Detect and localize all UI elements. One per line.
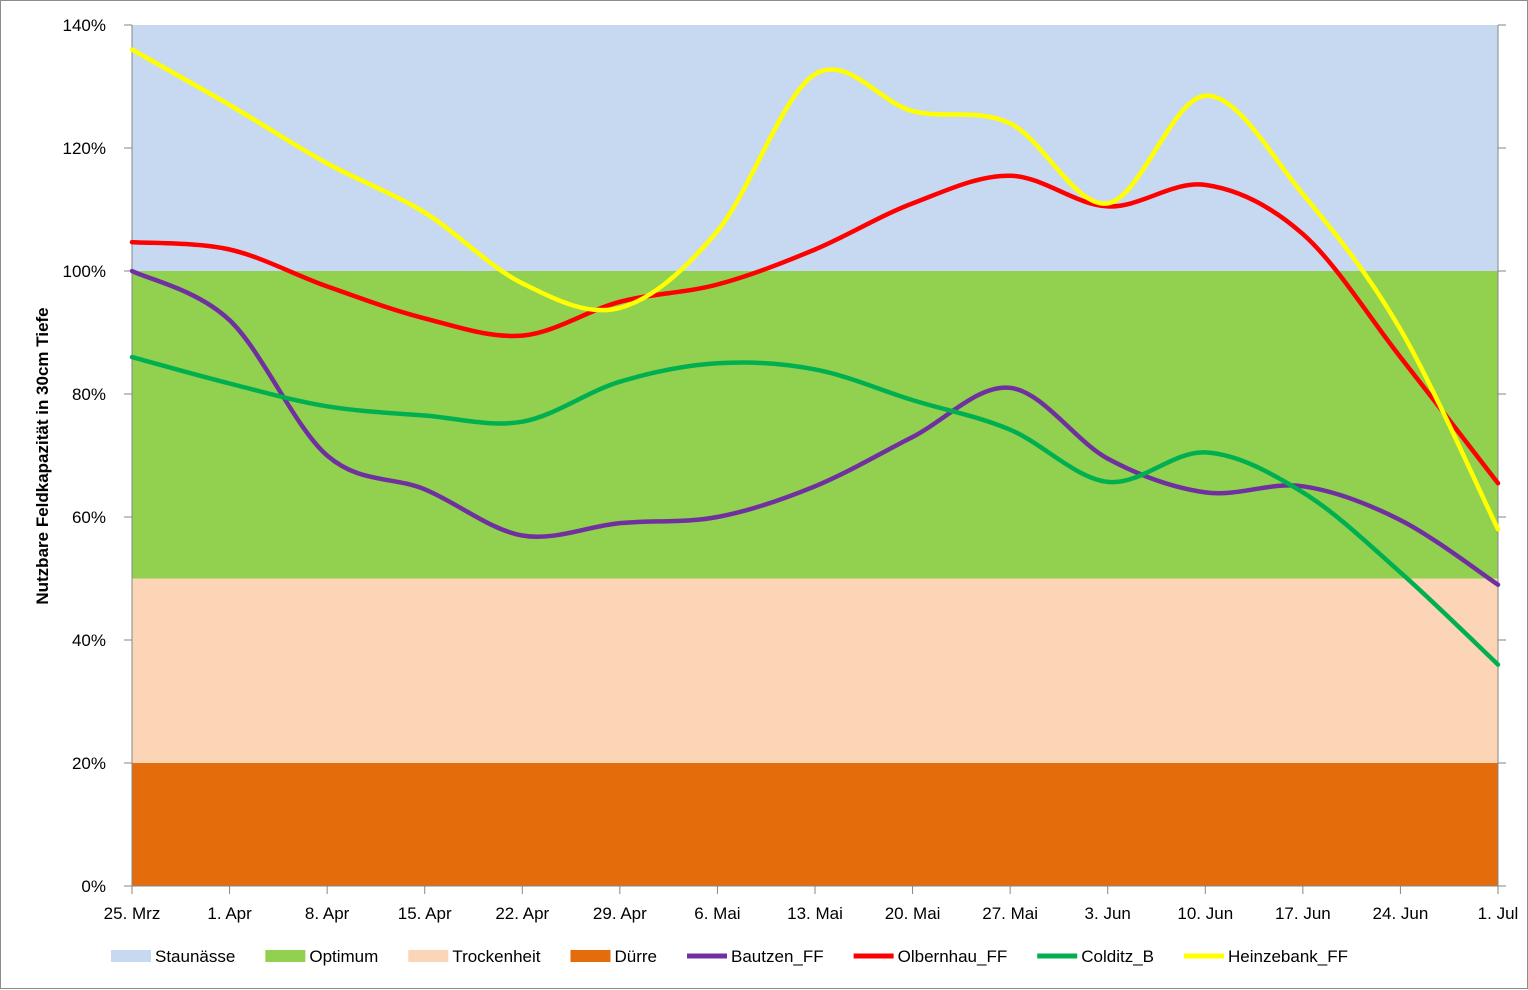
legend-label: Dürre xyxy=(615,947,658,966)
legend: Staunässe Optimum Trockenheit Dürre Bautzen_… xyxy=(111,947,1348,966)
x-tick-label: 15. Apr xyxy=(398,904,452,923)
y-tick-label: 140% xyxy=(63,16,106,35)
band-3 xyxy=(132,763,1498,886)
y-tick-label: 120% xyxy=(63,139,106,158)
x-tick-label: 8. Apr xyxy=(305,904,350,923)
legend-item: Heinzebank_FF xyxy=(1184,947,1348,966)
band-2 xyxy=(132,578,1498,763)
x-ticks: 25. Mrz 1. Apr 8. Apr 15. Apr 22. Apr 29. Apr… xyxy=(104,886,1519,923)
legend-item: Colditz_B xyxy=(1037,947,1154,966)
y-ticks: 0% 20% 40% 60% 80% 100% 120% 140% xyxy=(63,16,1506,896)
y-axis-label: Nutzbare Feldkapazität in 30cm Tiefe xyxy=(33,307,52,604)
x-tick-label: 10. Jun xyxy=(1177,904,1233,923)
y-tick-label: 20% xyxy=(72,754,106,773)
x-tick-label: 20. Mai xyxy=(885,904,941,923)
x-tick-label: 27. Mai xyxy=(982,904,1038,923)
legend-item: Trockenheit xyxy=(408,947,541,966)
legend-item: Optimum xyxy=(265,947,378,966)
x-tick-label: 1. Jul xyxy=(1478,904,1519,923)
band-layer xyxy=(132,25,1498,886)
legend-label: Heinzebank_FF xyxy=(1228,947,1348,966)
legend-swatch xyxy=(265,950,306,962)
y-tick-label: 80% xyxy=(72,385,106,404)
y-tick-label: 40% xyxy=(72,631,106,650)
series-line-Bautzen_FF xyxy=(129,268,1501,587)
legend-label: Colditz_B xyxy=(1081,947,1154,966)
series-layer xyxy=(129,47,1501,667)
x-tick-label: 25. Mrz xyxy=(104,904,161,923)
series-line-Heinzebank_FF xyxy=(129,47,1501,532)
y-tick-label: 100% xyxy=(63,262,106,281)
legend-swatch xyxy=(111,950,151,962)
legend-swatch xyxy=(570,950,611,962)
x-tick-label: 29. Apr xyxy=(593,904,647,923)
legend-item: Dürre xyxy=(570,947,658,966)
legend-item: Staunässe xyxy=(111,947,235,966)
y-tick-label: 60% xyxy=(72,508,106,527)
x-tick-label: 6. Mai xyxy=(694,904,740,923)
legend-label: Bautzen_FF xyxy=(731,947,824,966)
x-tick-label: 3. Jun xyxy=(1085,904,1131,923)
x-tick-label: 13. Mai xyxy=(787,904,843,923)
x-tick-label: 24. Jun xyxy=(1373,904,1429,923)
x-tick-label: 22. Apr xyxy=(495,904,549,923)
x-tick-label: 17. Jun xyxy=(1275,904,1331,923)
legend-item: Olbernhau_FF xyxy=(853,947,1008,966)
legend-label: Optimum xyxy=(309,947,378,966)
band-0 xyxy=(132,25,1498,271)
legend-label: Olbernhau_FF xyxy=(898,947,1008,966)
legend-label: Trockenheit xyxy=(452,947,540,966)
legend-label: Staunässe xyxy=(155,947,235,966)
series-line-Olbernhau_FF xyxy=(129,173,1501,486)
x-tick-label: 1. Apr xyxy=(207,904,252,923)
band-1 xyxy=(132,271,1498,579)
y-tick-label: 0% xyxy=(81,877,106,896)
legend-item: Bautzen_FF xyxy=(687,947,824,966)
axes-layer xyxy=(124,25,1499,887)
series-line-Colditz_B xyxy=(129,354,1501,667)
legend-swatch xyxy=(408,950,449,962)
